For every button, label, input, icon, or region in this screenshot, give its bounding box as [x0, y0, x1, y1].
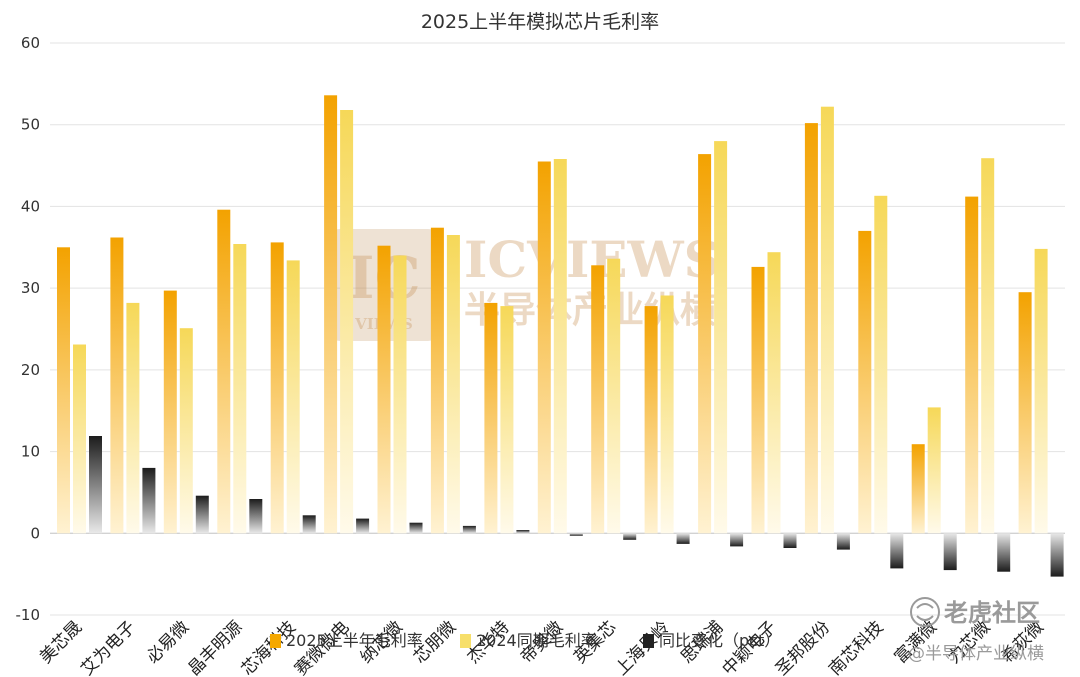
bar-series-2-16	[943, 533, 957, 571]
legend-swatch-2	[643, 634, 654, 648]
bar-series-0-11	[644, 306, 658, 534]
bar-series-2-15	[890, 533, 904, 569]
bar-series-1-8	[500, 306, 514, 534]
bar-series-2-1	[142, 467, 156, 534]
bar-series-1-1	[126, 302, 140, 534]
bar-series-0-9	[537, 161, 551, 534]
y-tick-label: 0	[30, 524, 40, 542]
y-tick-label: 60	[21, 34, 40, 52]
legend-label-0: 2025上半年毛利率	[286, 631, 423, 650]
bar-series-2-2	[195, 495, 209, 534]
legend: 2025上半年毛利率 2024同期毛利率 同比变化（pct）	[270, 631, 780, 650]
platform-name: 老虎社区	[944, 599, 1040, 627]
bar-series-1-18	[1034, 248, 1048, 534]
bar-series-2-10	[623, 533, 637, 540]
bar-series-0-18	[1018, 292, 1032, 534]
y-axis-ticks: -10 0 10 20 30 40 50 60	[16, 34, 41, 624]
bar-series-0-3	[217, 209, 231, 534]
bar-series-1-0	[73, 344, 86, 534]
corner-credit: 老虎社区 @半导体产业纵横	[908, 597, 1044, 664]
y-tick-label: 10	[21, 443, 40, 461]
bar-series-2-12	[730, 533, 744, 547]
bar-series-2-18	[1050, 533, 1064, 577]
bar-series-1-4	[286, 260, 300, 534]
bar-series-0-4	[270, 242, 284, 534]
bar-series-2-6	[409, 522, 423, 534]
y-tick-label: 50	[21, 116, 40, 134]
bar-series-2-8	[516, 530, 530, 534]
category-label: 必易微	[143, 617, 193, 667]
bar-series-0-12	[698, 154, 712, 534]
legend-swatch-1	[460, 634, 471, 648]
bar-series-2-3	[249, 499, 263, 534]
bar-series-0-7	[430, 227, 444, 534]
bar-series-2-14	[836, 533, 850, 550]
y-tick-label: -10	[16, 606, 41, 624]
bar-series-0-13	[751, 266, 765, 534]
bar-series-1-17	[981, 158, 995, 534]
author-handle: @半导体产业纵横	[908, 644, 1044, 664]
y-tick-label: 30	[21, 279, 40, 297]
legend-label-2: 同比变化（pct）	[659, 631, 780, 650]
legend-label-1: 2024同期毛利率	[476, 631, 597, 650]
bar-series-0-0	[57, 247, 70, 534]
bar-series-1-11	[660, 295, 674, 534]
category-label: 美芯晟	[36, 617, 86, 667]
y-tick-label: 40	[21, 197, 40, 215]
bar-series-1-6	[393, 255, 407, 534]
y-tick-label: 20	[21, 361, 40, 379]
category-label: 圣邦股份	[772, 617, 834, 677]
bar-series-0-5	[324, 95, 338, 534]
bar-series-1-10	[607, 258, 621, 534]
bar-series-1-12	[714, 141, 728, 534]
bar-series-1-2	[179, 328, 193, 534]
category-label: 晶丰明源	[184, 617, 246, 677]
bar-series-0-2	[163, 290, 177, 534]
bar-series-2-0	[89, 436, 102, 534]
bars	[57, 95, 1064, 577]
bar-series-1-14	[820, 106, 834, 534]
bar-series-0-10	[591, 265, 605, 534]
tiger-logo-icon	[910, 597, 940, 627]
bar-series-1-13	[767, 252, 781, 534]
category-label: 艾为电子	[77, 617, 139, 677]
bar-series-0-1	[110, 237, 124, 534]
bar-series-0-6	[377, 245, 391, 534]
bar-series-0-15	[858, 230, 872, 534]
bar-series-2-7	[462, 525, 476, 534]
bar-series-0-16	[911, 444, 925, 534]
bar-series-0-8	[484, 302, 498, 534]
chart-title: 2025上半年模拟芯片毛利率	[421, 11, 659, 33]
legend-swatch-0	[270, 634, 281, 648]
bar-series-2-4	[302, 515, 316, 534]
bar-series-2-17	[997, 533, 1011, 572]
bar-series-1-7	[446, 235, 460, 534]
bar-series-2-9	[569, 533, 583, 536]
bar-series-1-3	[233, 244, 247, 534]
bar-series-1-16	[927, 407, 941, 534]
bar-series-0-14	[804, 123, 818, 534]
bar-series-1-5	[340, 110, 354, 534]
bar-series-2-13	[783, 533, 797, 548]
bar-series-2-11	[676, 533, 690, 544]
bar-series-2-5	[356, 518, 370, 534]
category-label: 南芯科技	[825, 617, 887, 677]
bar-series-1-9	[553, 159, 567, 534]
tiger-logo-inner	[916, 603, 934, 621]
bar-series-0-17	[965, 196, 979, 534]
bar-series-1-15	[874, 195, 888, 534]
